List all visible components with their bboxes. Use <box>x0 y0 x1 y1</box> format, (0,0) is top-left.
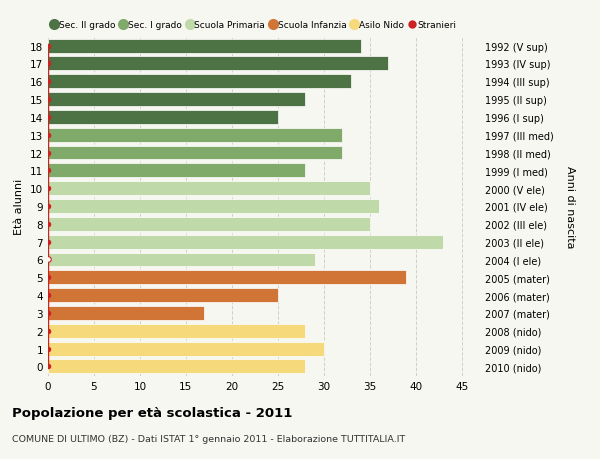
Bar <box>48 306 204 320</box>
Bar <box>48 164 305 178</box>
Text: Popolazione per età scolastica - 2011: Popolazione per età scolastica - 2011 <box>12 406 292 419</box>
Bar <box>48 342 324 356</box>
Text: COMUNE DI ULTIMO (BZ) - Dati ISTAT 1° gennaio 2011 - Elaborazione TUTTITALIA.IT: COMUNE DI ULTIMO (BZ) - Dati ISTAT 1° ge… <box>12 434 405 443</box>
Bar <box>48 75 352 89</box>
Bar <box>48 218 370 231</box>
Bar <box>48 289 278 302</box>
Bar <box>48 93 305 107</box>
Bar <box>48 129 342 142</box>
Bar <box>48 39 361 53</box>
Bar <box>48 200 379 213</box>
Y-axis label: Età alunni: Età alunni <box>14 179 25 235</box>
Bar <box>48 182 370 196</box>
Bar <box>48 146 342 160</box>
Bar <box>48 111 278 124</box>
Bar <box>48 271 406 285</box>
Bar <box>48 253 314 267</box>
Bar <box>48 360 305 374</box>
Bar <box>48 57 388 71</box>
Legend: Sec. II grado, Sec. I grado, Scuola Primaria, Scuola Infanzia, Asilo Nido, Stran: Sec. II grado, Sec. I grado, Scuola Prim… <box>48 17 460 34</box>
Y-axis label: Anni di nascita: Anni di nascita <box>565 165 575 248</box>
Bar <box>48 235 443 249</box>
Bar <box>48 324 305 338</box>
